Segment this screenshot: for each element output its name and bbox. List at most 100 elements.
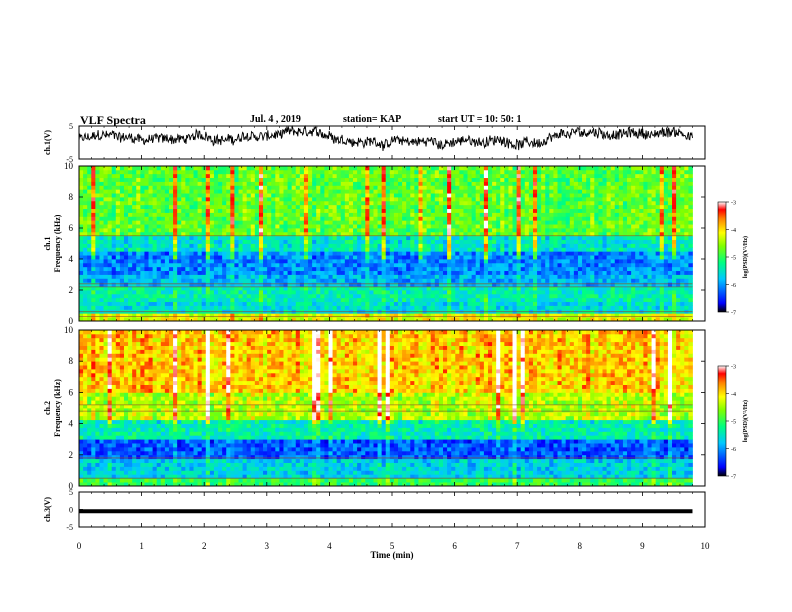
spectrogram-cell bbox=[520, 231, 526, 237]
spectrogram-cell bbox=[336, 274, 342, 279]
spectrogram-cell bbox=[561, 259, 567, 264]
spectrogram-cell bbox=[238, 247, 243, 252]
spectrogram-cell bbox=[271, 297, 276, 303]
spectrogram-cell bbox=[422, 224, 428, 229]
spectrogram-cell bbox=[406, 255, 411, 260]
spectrogram-cell bbox=[569, 212, 575, 217]
spectrogram-cell bbox=[451, 255, 456, 260]
spectrogram-cell bbox=[312, 224, 317, 229]
spectrogram-cell bbox=[496, 166, 501, 171]
spectrogram-cell bbox=[410, 266, 415, 272]
spectrogram-cell bbox=[508, 216, 513, 221]
spectrogram-cell bbox=[213, 278, 219, 283]
spectrogram-cell bbox=[275, 274, 280, 279]
spectrogram-cell bbox=[402, 239, 407, 244]
spectrogram-cell bbox=[393, 220, 399, 225]
spectrogram-cell bbox=[492, 255, 497, 260]
spectrogram-cell bbox=[496, 228, 501, 233]
spectrogram-cell bbox=[168, 208, 174, 213]
spectrogram-cell bbox=[205, 317, 211, 322]
spectrogram-cell bbox=[520, 200, 526, 206]
spectrogram-cell bbox=[226, 274, 231, 279]
spectrogram-cell bbox=[561, 243, 567, 248]
spectrogram-cell bbox=[557, 259, 562, 264]
spectrogram-cell bbox=[320, 251, 325, 256]
spectrogram-cell bbox=[242, 177, 248, 182]
spectrogram-cell bbox=[393, 208, 399, 213]
spectrogram-cell bbox=[160, 216, 166, 221]
spectrogram-cell bbox=[426, 200, 432, 206]
spectrogram-cell bbox=[250, 231, 256, 237]
spectrogram-cell bbox=[508, 243, 513, 248]
spectrogram-cell bbox=[557, 305, 562, 310]
spectrogram-cell bbox=[565, 266, 571, 272]
spectrogram-cell bbox=[283, 235, 288, 241]
spectrogram-cell bbox=[123, 200, 129, 206]
spectrogram-cell bbox=[545, 259, 550, 264]
spectrogram-cell bbox=[332, 243, 338, 248]
spectrogram-cell bbox=[557, 262, 562, 268]
spectrogram-cell bbox=[459, 228, 464, 233]
spectrogram-cell bbox=[168, 266, 174, 272]
spectrogram-cell bbox=[393, 197, 399, 202]
spectrogram-cell bbox=[87, 169, 92, 175]
spectrogram-cell bbox=[103, 181, 109, 186]
spectrogram-cell bbox=[177, 204, 182, 210]
spectrogram-cell bbox=[569, 200, 575, 206]
spectrogram-cell bbox=[406, 189, 411, 194]
spectrogram-cell bbox=[136, 278, 141, 283]
spectrogram-cell bbox=[393, 301, 399, 306]
spectrogram-cell bbox=[197, 247, 203, 252]
spectrogram-cell bbox=[287, 251, 293, 256]
spectrogram-cell bbox=[389, 282, 395, 287]
spectrogram-cell bbox=[377, 305, 383, 310]
spectrogram-cell bbox=[455, 239, 460, 244]
spectrogram-cell bbox=[201, 290, 207, 295]
spectrogram-cell bbox=[483, 185, 489, 190]
spectrogram-cell bbox=[336, 290, 342, 295]
spectrogram-cell bbox=[483, 212, 489, 217]
spectrogram-cell bbox=[487, 181, 493, 186]
spectrogram-cell bbox=[447, 181, 452, 186]
spectrogram-cell bbox=[312, 290, 317, 295]
spectrogram-cell bbox=[537, 255, 542, 260]
spectrogram-cell bbox=[205, 204, 211, 210]
spectrogram-cell bbox=[226, 220, 231, 225]
spectrogram-cell bbox=[475, 200, 481, 206]
spectrogram-cell bbox=[160, 231, 166, 237]
spectrogram-cell bbox=[218, 216, 223, 221]
spectrogram-cell bbox=[348, 243, 354, 248]
spectrogram-cell bbox=[381, 270, 387, 275]
spectrogram-cell bbox=[492, 274, 497, 279]
spectrogram-cell bbox=[479, 297, 485, 303]
spectrogram-cell bbox=[524, 251, 530, 256]
spectrogram-cell bbox=[467, 204, 473, 210]
spectrogram-cell bbox=[119, 185, 125, 190]
spectrogram-cell bbox=[377, 270, 383, 275]
spectrogram-cell bbox=[246, 208, 252, 213]
spectrogram-cell bbox=[504, 305, 509, 310]
spectrogram-cell bbox=[508, 235, 513, 241]
spectrogram-cell bbox=[324, 212, 329, 217]
spectrogram-cell bbox=[95, 262, 100, 268]
spectrogram-cell bbox=[438, 243, 444, 248]
spectrogram-cell bbox=[475, 305, 481, 310]
spectrogram-cell bbox=[418, 169, 423, 175]
spectrogram-cell bbox=[520, 239, 526, 244]
spectrogram-cell bbox=[136, 305, 141, 310]
spectrogram-cell bbox=[205, 173, 211, 179]
spectrogram-cell bbox=[332, 259, 338, 264]
spectrogram-cell bbox=[258, 169, 264, 175]
spectrogram-cell bbox=[144, 313, 149, 318]
spectrogram-cell bbox=[426, 278, 432, 283]
spectrogram-cell bbox=[487, 197, 493, 202]
spectrogram-cell bbox=[107, 189, 113, 194]
spectrogram-cell bbox=[258, 166, 264, 171]
spectrogram-cell bbox=[99, 200, 104, 206]
spectrogram-cell bbox=[418, 224, 423, 229]
spectrogram-cell bbox=[402, 282, 407, 287]
spectrogram-cell bbox=[455, 193, 460, 198]
spectrogram-cell bbox=[381, 204, 387, 210]
spectrogram-cell bbox=[471, 193, 477, 198]
spectrogram-cell bbox=[340, 166, 346, 171]
